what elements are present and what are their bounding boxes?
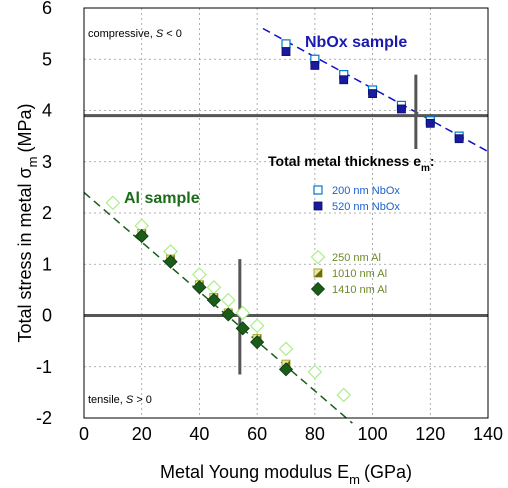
y-tick-label: 0 bbox=[42, 306, 52, 326]
x-tick-label: 40 bbox=[189, 424, 209, 444]
x-tick-label: 100 bbox=[358, 424, 388, 444]
point-series-1 bbox=[454, 134, 464, 144]
point-series-4 bbox=[250, 335, 265, 350]
point-series-4 bbox=[278, 362, 294, 377]
fit-lines bbox=[83, 27, 489, 424]
legend-nbox-marker-0 bbox=[313, 185, 323, 195]
legend-al-label-1: 1010 nm Al bbox=[332, 268, 387, 280]
point-series-1 bbox=[397, 104, 406, 114]
y-tick-label: 2 bbox=[42, 203, 52, 223]
fit-line-nbox bbox=[262, 27, 489, 153]
x-tick-label: 20 bbox=[132, 424, 152, 444]
point-series-4 bbox=[206, 293, 221, 308]
legend-al-label-2: 1410 nm Al bbox=[332, 284, 387, 296]
y-axis-title: Total stress in metal σm(MPa) bbox=[15, 103, 40, 342]
thickness-title: Total metal thickness em: bbox=[268, 153, 435, 174]
point-series-2 bbox=[336, 387, 352, 403]
x-axis-title: Metal Young modulus Em (GPa) bbox=[160, 462, 412, 487]
point-series-1 bbox=[310, 61, 320, 70]
y-tick-label: 1 bbox=[42, 254, 52, 274]
legend-al-unit-2: nm Al bbox=[356, 284, 387, 296]
plot-frame bbox=[83, 7, 489, 419]
legend-al-label-0: 250 nm Al bbox=[332, 252, 381, 264]
legend-al-marker-2 bbox=[310, 281, 326, 297]
point-series-1 bbox=[281, 47, 291, 56]
legend-al-marker-1 bbox=[313, 268, 323, 278]
legend-nbox-label-0: 200 nm NbOx bbox=[332, 185, 400, 197]
point-series-4 bbox=[221, 307, 236, 322]
legend-al-number-1: 1010 bbox=[332, 268, 356, 280]
point-series-4 bbox=[163, 254, 178, 269]
legend-al-unit-1: nm Al bbox=[356, 268, 387, 280]
x-tick-label: 140 bbox=[473, 424, 503, 444]
x-tick-label: 120 bbox=[415, 424, 445, 444]
legend-nbox-number-0: 200 bbox=[332, 185, 350, 197]
nbox-sample-label: NbOx sample bbox=[305, 34, 407, 51]
legend-nbox-unit-0: nm NbOx bbox=[350, 185, 400, 197]
point-series-0 bbox=[281, 39, 291, 49]
point-series-2 bbox=[235, 305, 251, 321]
point-series-2 bbox=[278, 341, 294, 357]
y-tick-label: 3 bbox=[42, 152, 52, 172]
point-series-2 bbox=[249, 318, 265, 334]
point-series-4 bbox=[192, 280, 207, 295]
legend-al-number-2: 1410 bbox=[332, 284, 356, 296]
point-series-2 bbox=[307, 364, 323, 380]
legend-nbox-unit-1: nm NbOx bbox=[350, 201, 400, 213]
x-tick-label: 60 bbox=[247, 424, 267, 444]
point-series-1 bbox=[368, 89, 377, 98]
compressive-note: compressive, S < 0 bbox=[88, 28, 182, 40]
y-tick-label: 5 bbox=[42, 49, 52, 69]
al-sample-label: Al sample bbox=[124, 190, 200, 207]
data-points bbox=[105, 39, 464, 403]
legend-al-marker-1-fill bbox=[314, 269, 322, 277]
point-series-4 bbox=[235, 321, 250, 336]
y-tick-label: 6 bbox=[42, 0, 52, 18]
point-series-2 bbox=[220, 292, 236, 308]
point-series-4 bbox=[134, 228, 149, 244]
fit-line-al bbox=[83, 191, 353, 424]
legend-al-unit-0: nm Al bbox=[350, 252, 381, 264]
x-tick-label: 0 bbox=[79, 424, 89, 444]
legend-nbox-label-1: 520 nm NbOx bbox=[332, 201, 400, 213]
legend-nbox-number-1: 520 bbox=[332, 201, 350, 213]
tick-labels: 0 20 40 60 80 100 120 140 -2 -1 0 1 2 3 4 5 6 bbox=[36, 0, 503, 444]
point-series-1 bbox=[425, 118, 435, 128]
point-series-2 bbox=[105, 195, 121, 211]
y-tick-label: -2 bbox=[36, 408, 52, 428]
tensile-note: tensile, S > 0 bbox=[88, 394, 152, 406]
x-tick-label: 80 bbox=[305, 424, 325, 444]
legend-nbox-marker-1 bbox=[313, 201, 323, 211]
point-series-1 bbox=[339, 75, 349, 85]
legend-al-number-0: 250 bbox=[332, 252, 350, 264]
y-tick-label: 4 bbox=[42, 101, 52, 121]
y-tick-label: -1 bbox=[36, 357, 52, 377]
legend-al-marker-0 bbox=[310, 249, 326, 265]
